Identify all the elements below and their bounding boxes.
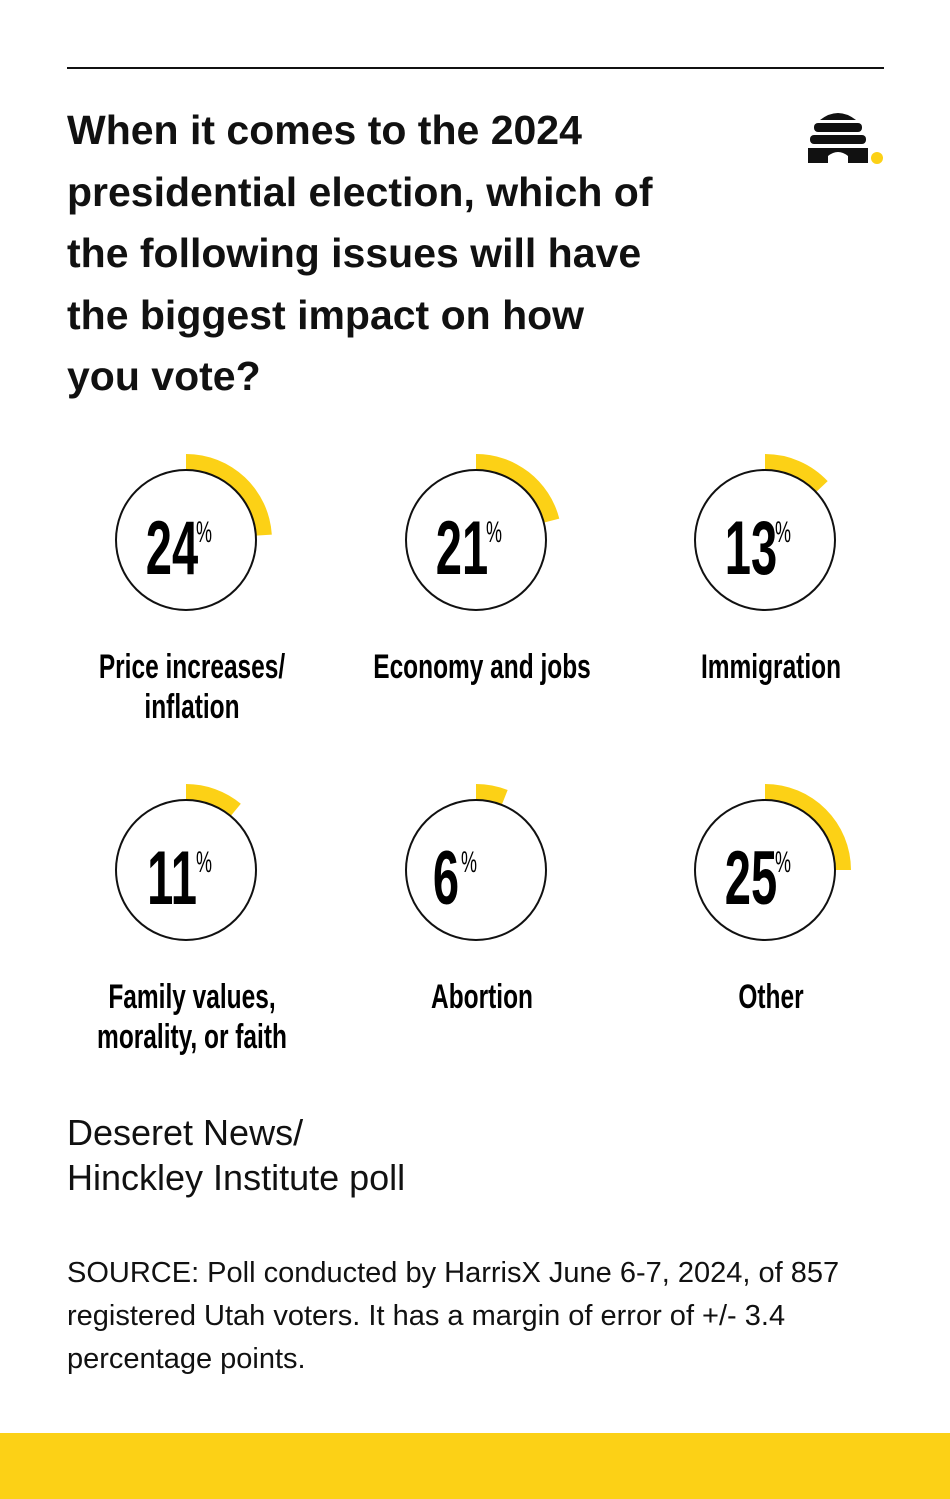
category-label: Abortion xyxy=(431,978,533,1016)
ring xyxy=(115,799,257,941)
bottom-band xyxy=(0,1433,950,1499)
category-label: Price increases/ xyxy=(99,648,285,686)
value-label: 11 xyxy=(147,837,197,921)
percent-sign: % xyxy=(196,517,212,550)
category-label: Family values, xyxy=(108,978,275,1016)
progress-arc xyxy=(765,784,851,870)
source-note: SOURCE: Poll conducted by HarrisX June 6… xyxy=(67,1257,840,1375)
beehive-logo-icon xyxy=(808,113,883,164)
issue-item: 13% Immigration xyxy=(694,454,841,686)
page-title: When it comes to the 2024 presidential e… xyxy=(67,107,653,399)
issue-item: 25% Other xyxy=(694,784,851,1016)
value-label: 24 xyxy=(146,507,198,591)
credit: Deseret News/ Hinckley Institute poll xyxy=(67,1110,405,1200)
issue-item: 24% Price increases/inflation xyxy=(99,454,285,726)
issue-item: 11 % Family values,morality, or faith xyxy=(97,784,287,1056)
progress-arc xyxy=(186,454,272,536)
ring xyxy=(694,799,836,941)
percent-sign: % xyxy=(486,517,502,550)
ring xyxy=(405,799,547,941)
percent-sign: % xyxy=(461,847,477,880)
progress-arc xyxy=(186,784,241,817)
percent-sign: % xyxy=(775,847,791,880)
issue-item: 6 % Abortion xyxy=(405,784,547,1016)
ring xyxy=(694,469,836,611)
value-label: 13 xyxy=(725,507,777,591)
progress-arc xyxy=(476,454,560,523)
value-label: 6 xyxy=(433,837,459,921)
credit-line: Deseret News/ xyxy=(67,1112,304,1153)
category-label: morality, or faith xyxy=(97,1018,287,1056)
credit-line: Hinckley Institute poll xyxy=(67,1157,406,1198)
category-label: inflation xyxy=(144,688,239,726)
category-label: Other xyxy=(738,978,804,1016)
percent-sign: % xyxy=(196,847,212,880)
progress-arc xyxy=(765,454,828,493)
category-label: Economy and jobs xyxy=(373,648,591,686)
value-label: 25 xyxy=(725,837,777,921)
top-rule xyxy=(67,67,884,69)
value-label: 21 xyxy=(436,507,488,591)
category-label: Immigration xyxy=(701,648,841,686)
chart: 24% Price increases/inflation 21% Economy a… xyxy=(97,454,851,1056)
ring xyxy=(115,469,257,611)
percent-sign: % xyxy=(775,517,791,550)
ring xyxy=(405,469,547,611)
issue-item: 21% Economy and jobs xyxy=(373,454,591,686)
